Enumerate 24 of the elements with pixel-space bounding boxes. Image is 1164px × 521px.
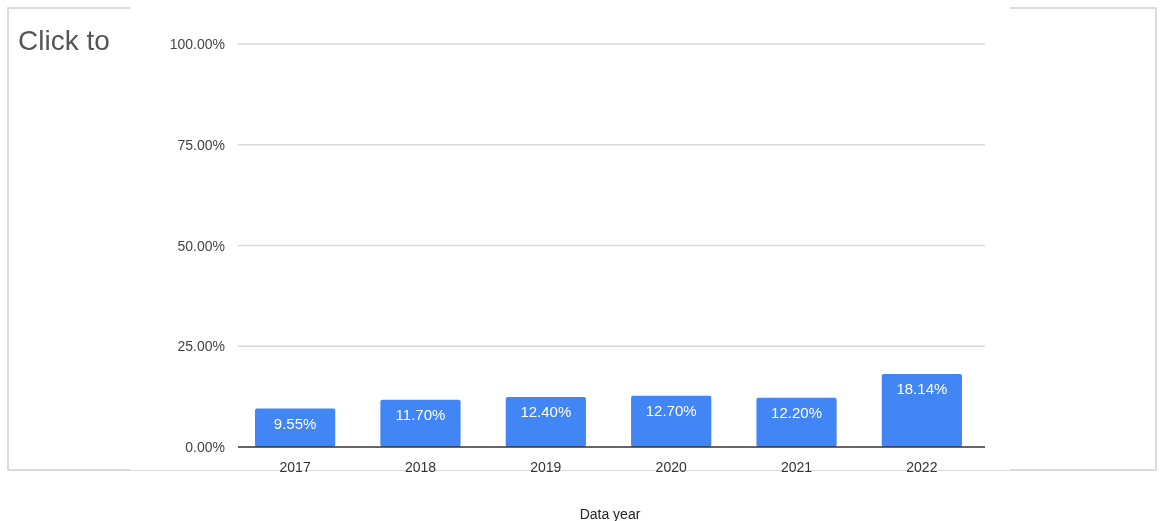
bar [756,397,837,447]
x-axis-title: Data year [579,506,641,521]
x-tick-label: 2017 [279,459,311,475]
y-tick-label: 25.00% [177,338,225,355]
y-tick-label: 0.00% [185,439,225,455]
data-label: 12.40% [520,403,572,421]
data-label: 18.14% [896,379,948,397]
bar [380,399,461,447]
x-tick-label: 2019 [530,459,562,475]
bar [631,395,712,447]
y-tick-label: 50.00% [177,237,225,254]
x-tick-label: 2022 [906,459,938,475]
bar [881,373,962,447]
y-tick-label: 100.00% [169,36,225,52]
x-tick-label: 2021 [780,459,813,475]
bar [505,397,586,447]
x-tick-label: 2018 [404,459,437,475]
x-tick-label: 2020 [655,459,687,475]
data-label: 11.70% [395,405,446,423]
data-label: 12.70% [645,401,697,419]
text: Click to [18,25,110,56]
data-label: 12.20% [771,403,822,421]
y-tick-label: 75.00% [177,136,225,153]
data-label: 9.55% [273,414,317,432]
